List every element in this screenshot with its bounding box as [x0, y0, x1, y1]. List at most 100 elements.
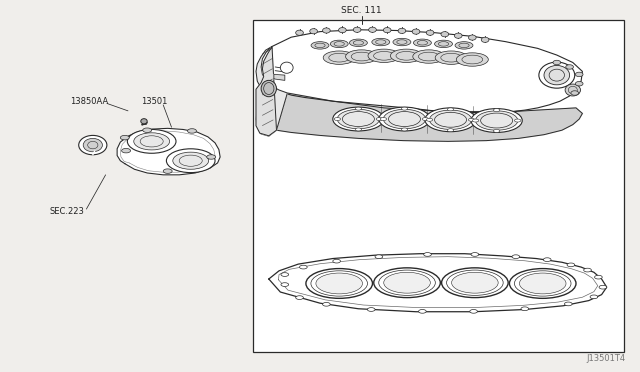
Polygon shape — [274, 74, 285, 80]
Ellipse shape — [141, 119, 147, 124]
Ellipse shape — [281, 273, 289, 276]
Ellipse shape — [553, 60, 561, 65]
Ellipse shape — [595, 275, 602, 279]
Ellipse shape — [296, 296, 303, 299]
Ellipse shape — [339, 28, 346, 33]
Polygon shape — [276, 93, 582, 141]
Ellipse shape — [207, 155, 216, 159]
Ellipse shape — [472, 119, 479, 122]
Polygon shape — [264, 30, 582, 113]
Text: SEC. 111: SEC. 111 — [341, 6, 382, 15]
Ellipse shape — [468, 118, 475, 121]
Polygon shape — [117, 128, 220, 175]
Ellipse shape — [333, 107, 384, 131]
Ellipse shape — [122, 148, 131, 153]
Ellipse shape — [575, 72, 583, 77]
Ellipse shape — [493, 109, 500, 112]
Ellipse shape — [422, 118, 429, 121]
Ellipse shape — [349, 39, 367, 46]
Ellipse shape — [166, 149, 215, 173]
Ellipse shape — [515, 119, 521, 122]
Ellipse shape — [412, 29, 420, 34]
Ellipse shape — [564, 302, 572, 306]
Ellipse shape — [454, 33, 462, 38]
Ellipse shape — [567, 263, 575, 267]
Ellipse shape — [447, 129, 454, 132]
Ellipse shape — [384, 272, 430, 293]
Ellipse shape — [163, 169, 172, 173]
Ellipse shape — [296, 30, 303, 35]
Ellipse shape — [543, 258, 551, 262]
Ellipse shape — [565, 84, 580, 96]
Ellipse shape — [393, 38, 411, 46]
Ellipse shape — [368, 49, 400, 62]
Ellipse shape — [380, 118, 387, 121]
Ellipse shape — [481, 37, 489, 42]
Ellipse shape — [452, 272, 498, 293]
Ellipse shape — [476, 111, 518, 130]
Ellipse shape — [470, 310, 477, 313]
Ellipse shape — [143, 128, 152, 132]
Ellipse shape — [544, 65, 570, 85]
Ellipse shape — [369, 27, 376, 32]
Ellipse shape — [372, 38, 390, 46]
Ellipse shape — [471, 109, 522, 132]
Ellipse shape — [429, 110, 472, 129]
Ellipse shape — [330, 40, 348, 48]
Ellipse shape — [383, 109, 426, 129]
Ellipse shape — [590, 295, 598, 299]
Ellipse shape — [424, 253, 431, 256]
Ellipse shape — [571, 91, 579, 95]
Polygon shape — [269, 254, 607, 312]
Ellipse shape — [375, 255, 383, 259]
Ellipse shape — [188, 129, 196, 133]
Ellipse shape — [367, 308, 375, 311]
Ellipse shape — [127, 129, 176, 153]
Ellipse shape — [337, 109, 380, 129]
Ellipse shape — [374, 268, 440, 298]
Ellipse shape — [398, 28, 406, 33]
Polygon shape — [256, 46, 276, 136]
Ellipse shape — [401, 107, 408, 110]
Ellipse shape — [566, 65, 573, 69]
Ellipse shape — [599, 285, 607, 289]
Ellipse shape — [355, 128, 362, 131]
Ellipse shape — [455, 42, 473, 49]
Ellipse shape — [323, 51, 355, 64]
Ellipse shape — [353, 27, 361, 32]
Ellipse shape — [539, 62, 575, 88]
Ellipse shape — [346, 50, 378, 63]
Ellipse shape — [442, 268, 508, 298]
Ellipse shape — [468, 35, 476, 40]
Ellipse shape — [334, 118, 340, 121]
Ellipse shape — [426, 30, 434, 35]
Ellipse shape — [401, 128, 408, 131]
Ellipse shape — [425, 108, 476, 132]
Ellipse shape — [333, 259, 340, 263]
Ellipse shape — [419, 310, 426, 313]
Ellipse shape — [280, 62, 293, 73]
Ellipse shape — [471, 253, 479, 256]
Ellipse shape — [306, 269, 372, 298]
Ellipse shape — [379, 107, 430, 131]
Ellipse shape — [261, 80, 276, 97]
Ellipse shape — [520, 273, 566, 294]
Ellipse shape — [323, 302, 330, 306]
Ellipse shape — [441, 32, 449, 37]
Ellipse shape — [435, 40, 452, 48]
Ellipse shape — [383, 28, 391, 33]
Ellipse shape — [426, 118, 433, 121]
Ellipse shape — [512, 255, 520, 259]
Text: J13501T4: J13501T4 — [587, 354, 626, 363]
Ellipse shape — [447, 108, 454, 111]
Ellipse shape — [310, 29, 317, 34]
Ellipse shape — [134, 133, 170, 150]
Ellipse shape — [355, 107, 362, 110]
Ellipse shape — [120, 135, 129, 140]
Ellipse shape — [311, 42, 329, 49]
Ellipse shape — [509, 269, 576, 298]
Bar — [253, 20, 624, 352]
Ellipse shape — [413, 39, 431, 46]
Text: SEC.223: SEC.223 — [50, 207, 84, 216]
Polygon shape — [256, 46, 287, 136]
